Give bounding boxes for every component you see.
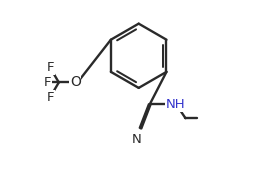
Text: F: F [43, 76, 51, 89]
Text: O: O [70, 75, 81, 89]
Text: N: N [132, 133, 142, 146]
Text: F: F [46, 91, 54, 104]
Text: NH: NH [166, 98, 185, 111]
Text: F: F [46, 61, 54, 74]
